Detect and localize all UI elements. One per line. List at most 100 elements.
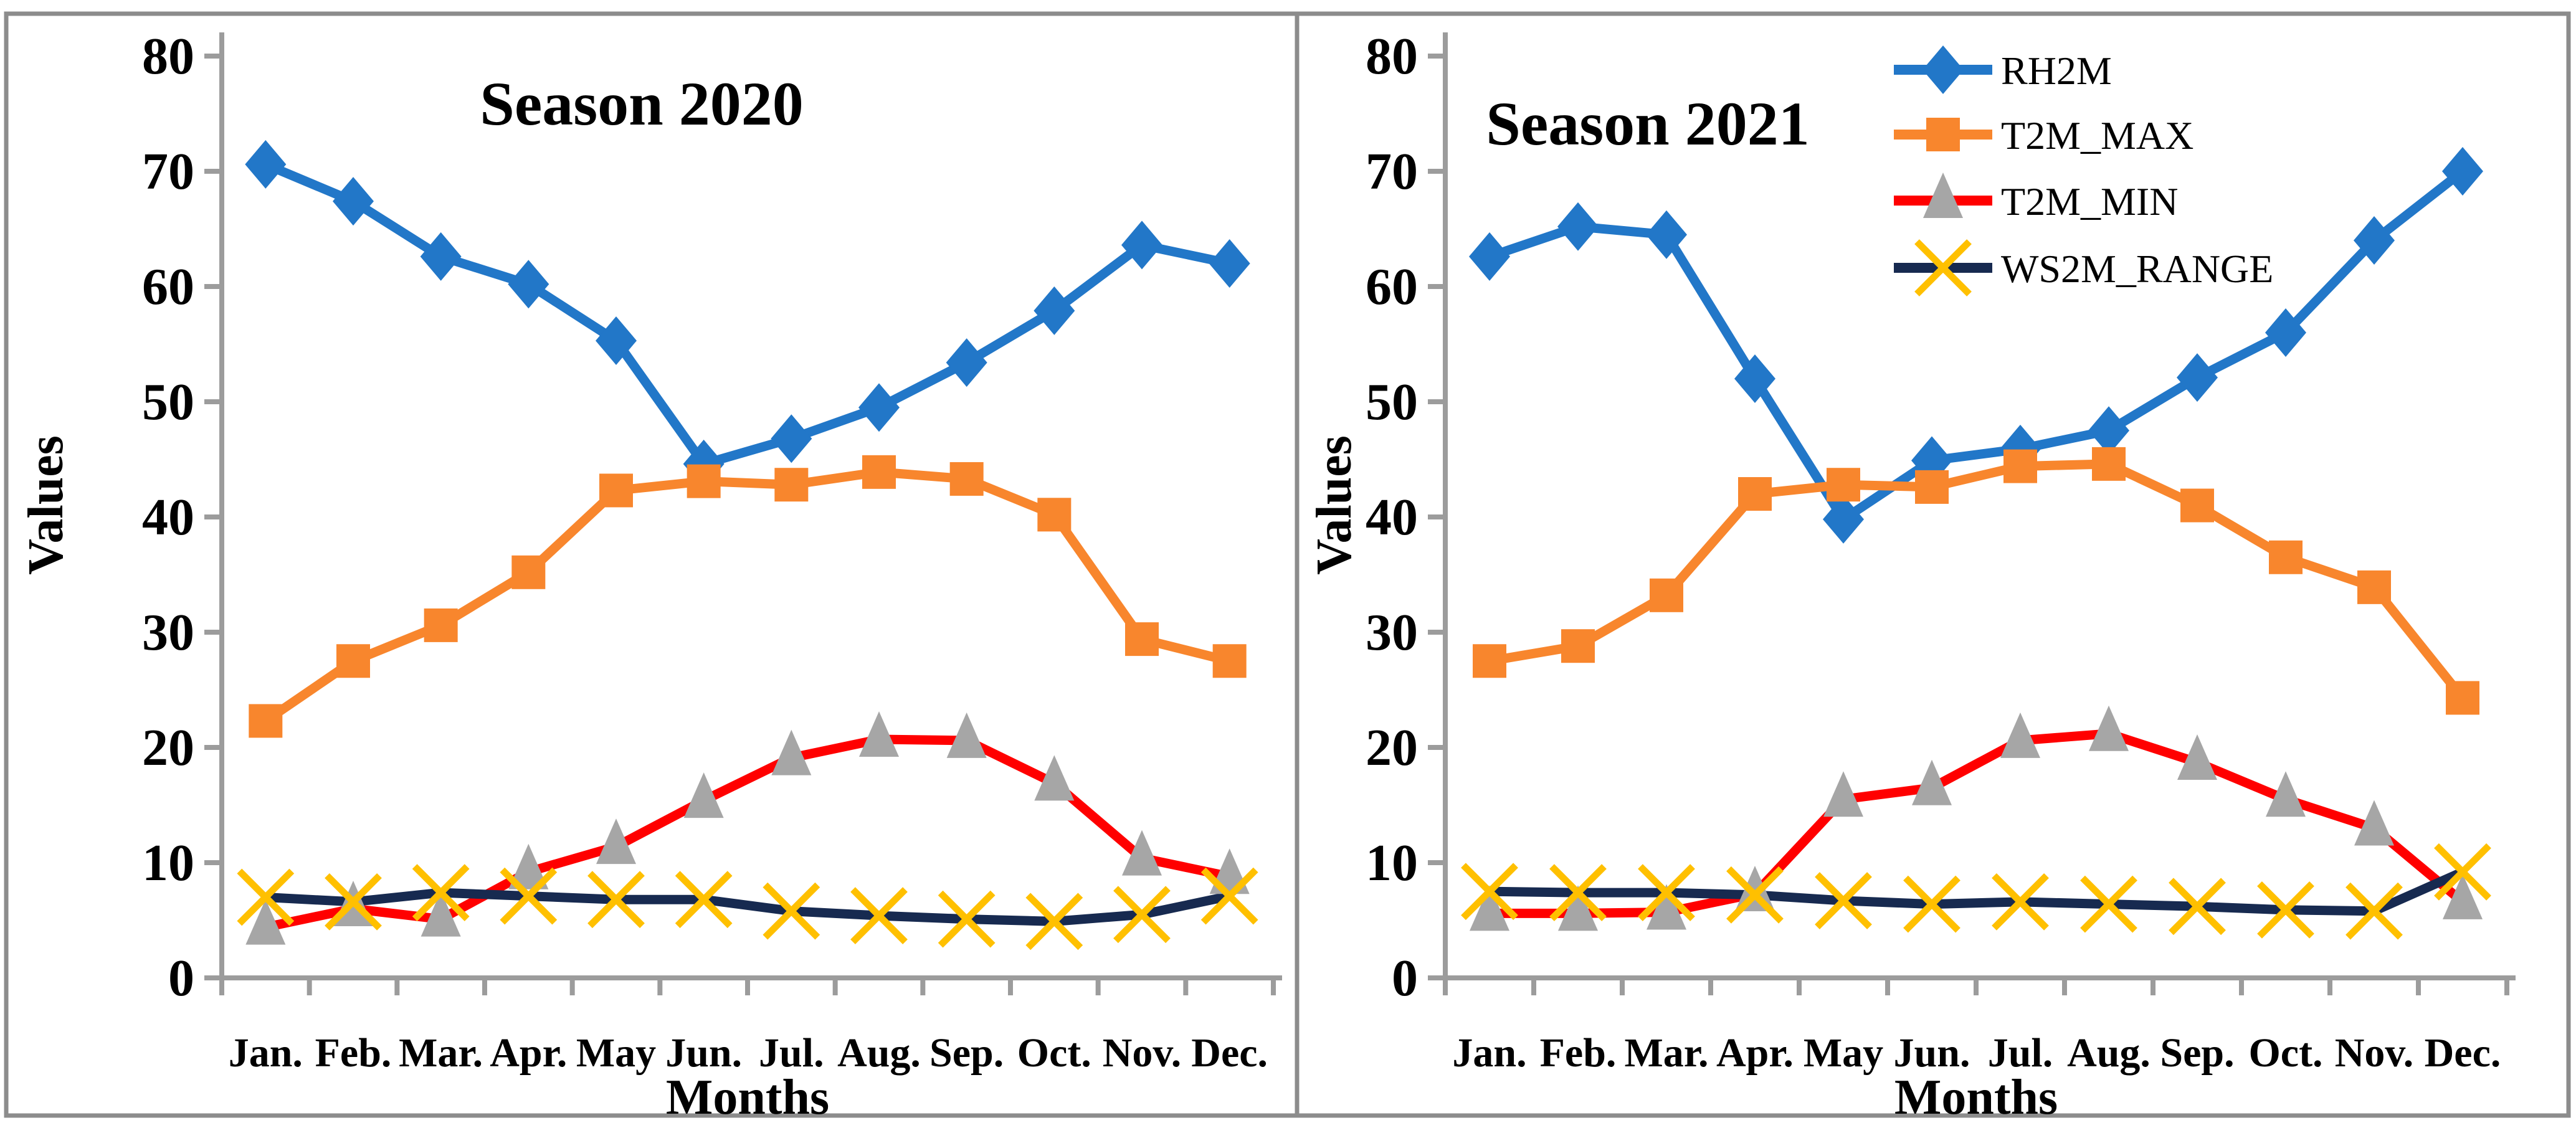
marker-T2M_MAX xyxy=(1037,498,1072,532)
marker-RH2M xyxy=(1121,220,1162,270)
marker-T2M_MAX xyxy=(1561,629,1595,663)
series-T2M_MIN xyxy=(1490,729,2466,918)
legend-marker-WS2M_RANGE xyxy=(1914,239,1972,296)
marker-T2M_MIN xyxy=(2443,873,2483,919)
marker-WS2M_RANGE xyxy=(2080,875,2137,933)
x-tick-label: Dec. xyxy=(2425,1030,2501,1076)
marker-WS2M_RANGE xyxy=(1638,864,1695,921)
marker-RH2M xyxy=(2265,308,2306,357)
legend-item-WS2M_RANGE: WS2M_RANGE xyxy=(1894,239,2273,296)
marker-T2M_MIN xyxy=(508,843,549,889)
series-RH2M xyxy=(1469,147,2483,544)
series-markers-WS2M_RANGE xyxy=(237,864,1258,950)
y-tick-label: 80 xyxy=(142,27,194,85)
marker-RH2M xyxy=(1557,202,1599,251)
marker-T2M_MAX xyxy=(1212,644,1247,678)
series-WS2M_RANGE xyxy=(1489,867,2465,916)
marker-T2M_MIN xyxy=(421,891,461,937)
marker-T2M_MIN xyxy=(2354,800,2394,846)
marker-WS2M_RANGE xyxy=(412,864,470,921)
marker-T2M_MIN xyxy=(771,729,812,775)
marker-T2M_MIN xyxy=(2177,734,2217,780)
marker-T2M_MAX xyxy=(1473,644,1506,678)
x-tick-label: Nov. xyxy=(2335,1030,2414,1076)
marker-RH2M xyxy=(2354,216,2395,265)
marker-T2M_MIN xyxy=(1647,884,1686,930)
marker-T2M_MAX xyxy=(2092,447,2126,481)
x-tick-label: Jun. xyxy=(1894,1030,1970,1076)
marker-T2M_MAX xyxy=(862,455,896,489)
legend-marker-T2M_MIN xyxy=(1923,173,1963,218)
x-tick-label: Dec. xyxy=(1191,1030,1268,1076)
marker-WS2M_RANGE xyxy=(763,882,820,940)
legend-item-RH2M: RH2M xyxy=(1894,45,2112,94)
y-tick-label: 80 xyxy=(1366,27,1418,85)
y-tick-label: 30 xyxy=(1366,604,1418,661)
x-tick-label: Jun. xyxy=(665,1030,742,1076)
marker-T2M_MAX xyxy=(1125,622,1159,656)
marker-WS2M_RANGE xyxy=(1113,886,1171,944)
marker-T2M_MIN xyxy=(2089,705,2129,751)
marker-RH2M xyxy=(1646,210,1687,259)
x-tick-label: May xyxy=(576,1030,656,1076)
marker-WS2M_RANGE xyxy=(2169,878,2226,936)
marker-T2M_MAX xyxy=(336,644,370,678)
y-tick-label: 10 xyxy=(142,834,194,892)
marker-T2M_MIN xyxy=(2000,712,2040,758)
marker-T2M_MIN xyxy=(683,772,724,818)
x-tick-label: Jan. xyxy=(229,1030,303,1076)
marker-RH2M xyxy=(1469,232,1510,281)
y-axis-title: Values xyxy=(19,435,74,575)
marker-RH2M xyxy=(2442,147,2483,196)
marker-WS2M_RANGE xyxy=(1815,872,1872,929)
marker-WS2M_RANGE xyxy=(675,871,733,929)
x-tick-label: Jul. xyxy=(759,1030,824,1076)
marker-WS2M_RANGE xyxy=(2345,882,2403,940)
marker-T2M_MAX xyxy=(599,473,633,508)
marker-RH2M xyxy=(245,140,287,189)
marker-T2M_MIN xyxy=(245,899,286,945)
x-tick-label: Mar. xyxy=(1624,1030,1708,1076)
series-line-RH2M xyxy=(264,159,1231,469)
marker-T2M_MAX xyxy=(2180,488,2214,523)
panel-season-2021: 0 10 20 30 40 50 60 70 80 Jan. Feb. Mar. Apr. May Jun.… xyxy=(1307,27,2516,1125)
x-tick-label: May xyxy=(1804,1030,1883,1076)
series-line-T2M_MIN xyxy=(1490,729,2466,918)
marker-WS2M_RANGE xyxy=(2257,881,2314,939)
y-tick-label: 20 xyxy=(142,719,194,777)
marker-RH2M xyxy=(1734,354,1775,403)
x-tick-label: Feb. xyxy=(315,1030,392,1076)
series-WS2M_RANGE xyxy=(265,888,1231,926)
marker-WS2M_RANGE xyxy=(237,868,295,926)
marker-WS2M_RANGE xyxy=(1726,866,1784,924)
x-tick-label: Aug. xyxy=(2067,1030,2151,1076)
marker-WS2M_RANGE xyxy=(2434,843,2491,901)
marker-RH2M xyxy=(420,232,462,281)
axes xyxy=(204,32,1282,995)
marker-T2M_MIN xyxy=(1735,865,1775,911)
marker-RH2M xyxy=(2177,353,2218,402)
y-tick-label: 40 xyxy=(142,488,194,546)
x-tick-label: Feb. xyxy=(1540,1030,1617,1076)
marker-T2M_MIN xyxy=(1558,885,1598,931)
marker-RH2M xyxy=(1823,495,1864,544)
marker-WS2M_RANGE xyxy=(500,867,558,925)
marker-WS2M_RANGE xyxy=(850,887,908,944)
marker-T2M_MIN xyxy=(596,818,636,865)
marker-WS2M_RANGE xyxy=(1903,875,1961,933)
series-T2M_MAX xyxy=(1473,447,2479,715)
x-axis-title: Months xyxy=(1894,1070,2058,1125)
marker-RH2M xyxy=(596,316,637,365)
marker-WS2M_RANGE xyxy=(1461,863,1518,921)
marker-RH2M xyxy=(858,383,900,432)
marker-WS2M_RANGE xyxy=(1549,864,1607,921)
legend-item-T2M_MIN: T2M_MIN xyxy=(1894,173,2178,224)
x-tick-label: Aug. xyxy=(837,1030,921,1076)
marker-T2M_MIN xyxy=(1912,759,1952,805)
x-tick-label: Nov. xyxy=(1103,1030,1182,1076)
marker-WS2M_RANGE xyxy=(938,890,996,948)
y-axis-title: Values xyxy=(1307,435,1362,575)
legend-label-T2M_MIN: T2M_MIN xyxy=(2001,179,2178,224)
x-tick-label: Sep. xyxy=(929,1030,1004,1076)
